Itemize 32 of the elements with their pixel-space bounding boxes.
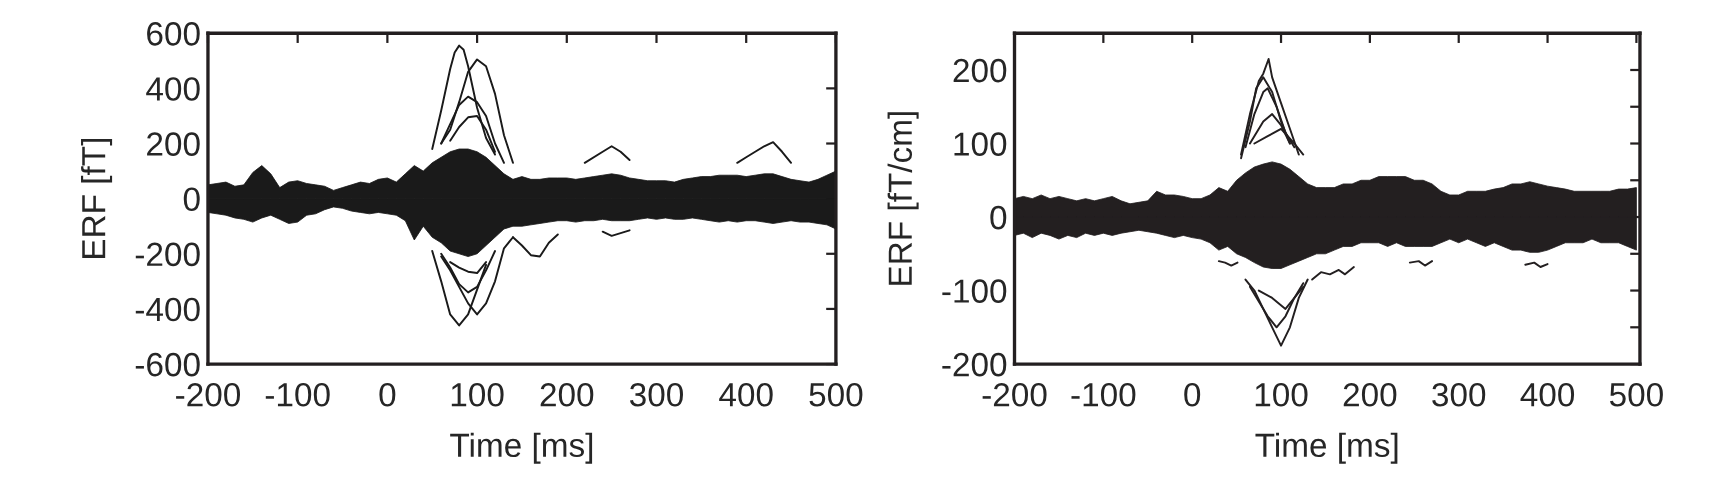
x-tick-label: 100 <box>451 383 504 407</box>
x-tick-label: 500 <box>809 383 863 407</box>
y-tick-label: -200 <box>135 242 200 267</box>
x-axis-title: Time [ms] <box>450 432 593 464</box>
y-tick-label: -400 <box>135 297 200 322</box>
x-tick-label: -100 <box>1071 383 1136 407</box>
y-tick-label: 100 <box>954 132 1007 156</box>
x-tick-label: 0 <box>1184 383 1201 407</box>
y-tick-label: 400 <box>146 77 200 101</box>
y-tick-label: -200 <box>942 352 1007 377</box>
x-tick-label: -100 <box>265 383 330 407</box>
x-tick-label: 400 <box>719 383 773 407</box>
y-tick-label: 600 <box>147 22 200 46</box>
y-tick-label: 200 <box>953 58 1007 83</box>
x-tick-label: -200 <box>982 383 1047 407</box>
y-tick-label: 0 <box>990 205 1007 230</box>
x-tick-label: -200 <box>176 383 241 407</box>
x-tick-label: 300 <box>1432 383 1486 407</box>
x-tick-label: 0 <box>379 383 396 407</box>
y-axis-title: ERF [fT/cm] <box>887 112 919 285</box>
y-tick-label: 200 <box>147 132 200 156</box>
y-axis-title: ERF [fT] <box>81 138 113 258</box>
x-tick-label: 100 <box>1255 383 1308 407</box>
x-tick-label: 200 <box>540 383 594 407</box>
x-tick-label: 400 <box>1520 383 1575 407</box>
y-tick-label: -100 <box>942 279 1007 303</box>
x-tick-label: 300 <box>629 383 683 407</box>
y-tick-label: 0 <box>183 187 200 212</box>
x-tick-label: 500 <box>1609 383 1663 407</box>
x-tick-label: 200 <box>1343 383 1397 407</box>
y-tick-label: -600 <box>135 352 200 377</box>
x-axis-title: Time [ms] <box>1255 432 1398 464</box>
